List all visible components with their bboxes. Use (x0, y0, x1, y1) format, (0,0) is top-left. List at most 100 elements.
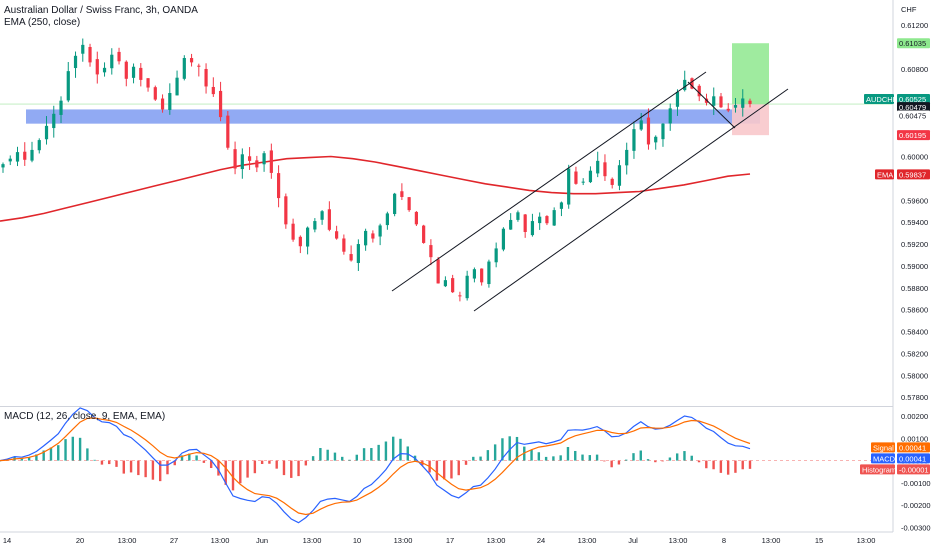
signal-value-tag-box (897, 442, 930, 453)
candle-body (610, 178, 614, 185)
candle-body (233, 149, 237, 169)
candle-body (451, 278, 455, 293)
target-price-tag-text: 0.61035 (899, 39, 926, 48)
candle-body (516, 212, 520, 220)
support-zone (26, 109, 760, 124)
ema-value-tag-text: 0.59837 (899, 170, 926, 179)
macd-histogram-bar (253, 460, 257, 474)
macd-histogram-bar (100, 460, 104, 465)
macd-histogram-bar (544, 456, 548, 461)
macd-tick-label: 0.00200 (901, 412, 928, 421)
candle-body (632, 129, 636, 151)
macd-histogram-bar (515, 436, 519, 461)
histogram-value-tag: -0.00001 (897, 464, 930, 475)
channel-upper-line (391, 71, 707, 292)
entry-price-tag-text: 0.60479 (899, 103, 926, 112)
candle-body (8, 158, 12, 162)
candle-body (52, 113, 56, 129)
target-zone (732, 43, 769, 105)
ema-line (0, 155, 751, 222)
candle-body (625, 149, 629, 166)
macd-histogram-bar (231, 460, 235, 491)
macd-histogram-bar (399, 438, 402, 461)
macd-histogram-bar (741, 460, 744, 470)
macd-histogram-bar (552, 456, 555, 461)
macd-histogram-bar (377, 444, 380, 461)
candle-body (748, 100, 752, 104)
candle-body (139, 67, 143, 80)
macd-histogram-bar (675, 453, 679, 461)
candle-body (291, 223, 295, 240)
macd-histogram-bar (370, 448, 373, 461)
macd-histogram-bar (217, 460, 220, 476)
macd-histogram-bar (27, 457, 31, 461)
macd-histogram-bar (290, 460, 293, 478)
candle-body (712, 96, 716, 106)
candle-body (124, 61, 128, 79)
macd-histogram-bar (697, 460, 701, 463)
macd-histogram-bar (129, 460, 133, 473)
macd-histogram-bar (581, 454, 584, 461)
macd-histogram-bar (748, 460, 752, 469)
macd-histogram-bar (625, 459, 628, 461)
macd-histogram-bar (311, 456, 315, 461)
macd-histogram-bar (486, 450, 490, 461)
histogram-value-tag-text: -0.00001 (899, 465, 929, 474)
time-tick-label: 13:00 (578, 536, 597, 545)
wedge-upper-line (687, 81, 736, 129)
macd-histogram-bar (479, 456, 482, 461)
macd-histogram-bar (188, 453, 191, 461)
candle-body (313, 221, 317, 230)
candle-body (298, 236, 302, 247)
candle-body (414, 211, 418, 225)
candle-body (480, 268, 484, 283)
channel-lower-line (473, 88, 789, 312)
candle-body (37, 140, 41, 151)
macd-histogram-bar (78, 437, 82, 461)
candle-body (741, 98, 745, 108)
signal-name-tag-box (871, 442, 895, 453)
candle-body (218, 90, 223, 118)
bid-price-tag: 0.60475 (897, 110, 930, 121)
entry-price-tag: 0.60479 (897, 102, 930, 113)
candle-body (182, 58, 186, 79)
last-price-tag-box (897, 94, 930, 105)
entry-price-tag-box (897, 102, 930, 113)
macd-histogram-bar (260, 460, 264, 465)
macd-name-tag-box (871, 453, 895, 464)
macd-histogram-bar (362, 448, 366, 461)
candle-body (197, 65, 201, 67)
macd-histogram-bar (712, 460, 715, 470)
bid-price-tag-text: 0.60475 (899, 112, 926, 121)
macd-histogram-bar (719, 460, 723, 473)
histogram-name-tag: Histogram (860, 464, 896, 475)
candle-body (1, 164, 5, 168)
candle-body (639, 120, 643, 130)
macd-histogram-bar (537, 452, 541, 461)
macd-histogram-bar (508, 436, 511, 461)
macd-histogram-bar (646, 459, 650, 461)
macd-legend: MACD (12, 26, close, 9, EMA, EMA) (4, 411, 166, 422)
candle-body (385, 213, 389, 226)
candle-body (697, 85, 701, 97)
price-tick-label: 0.60800 (901, 65, 928, 74)
candle-body (269, 150, 273, 173)
candle-body (603, 162, 607, 177)
macd-histogram-bar (639, 450, 642, 461)
macd-histogram-bar (158, 460, 162, 482)
candle-body (211, 86, 215, 95)
candle-body (654, 136, 658, 143)
macd-histogram-bar (297, 460, 300, 477)
candle-body (15, 152, 20, 162)
ema-name-tag-text: EMA (877, 170, 893, 179)
macd-histogram-bar (209, 460, 213, 469)
macd-histogram-bar (464, 460, 468, 465)
macd-histogram-bar (442, 460, 446, 480)
ema-value-tag-box (897, 169, 930, 180)
candle-body (226, 115, 230, 148)
macd-histogram-bar (384, 441, 388, 461)
time-tick-label: 24 (537, 536, 545, 545)
candle-body (262, 153, 266, 165)
time-tick-label: 8 (722, 536, 726, 545)
